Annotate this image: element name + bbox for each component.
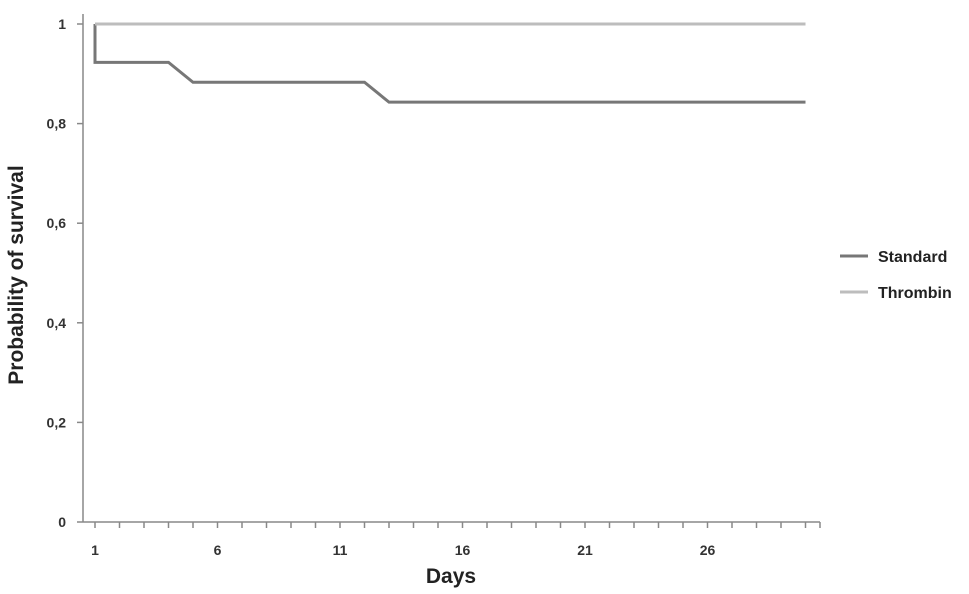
- x-tick-label: 16: [455, 542, 471, 558]
- legend: Standard Thrombin: [840, 249, 952, 302]
- x-axis-title: Days: [426, 565, 476, 588]
- y-tick-label: 0,8: [47, 116, 67, 132]
- series-lines: [93, 22, 806, 104]
- y-tick-label: 0,4: [47, 315, 67, 331]
- y-axis-ticks: 0 0,2 0,4 0,6 0,8 1: [47, 16, 83, 530]
- y-tick-label: 0,2: [47, 414, 67, 430]
- y-tick-label: 0: [58, 514, 66, 530]
- x-tick-label: 26: [700, 542, 716, 558]
- x-tick-label: 1: [91, 542, 99, 558]
- series-line-standard: [93, 24, 806, 104]
- x-axis-ticks: 1 6 11 16 21 26: [91, 522, 821, 558]
- x-tick-label: 6: [214, 542, 222, 558]
- x-tick-label: 11: [333, 542, 348, 558]
- legend-label-standard: Standard: [878, 249, 947, 266]
- y-tick-label: 1: [58, 16, 66, 32]
- y-tick-label: 0,6: [47, 215, 67, 231]
- x-tick-label: 21: [577, 542, 593, 558]
- legend-label-thrombin: Thrombin: [878, 285, 952, 302]
- y-axis-title: Probability of survival: [5, 165, 28, 384]
